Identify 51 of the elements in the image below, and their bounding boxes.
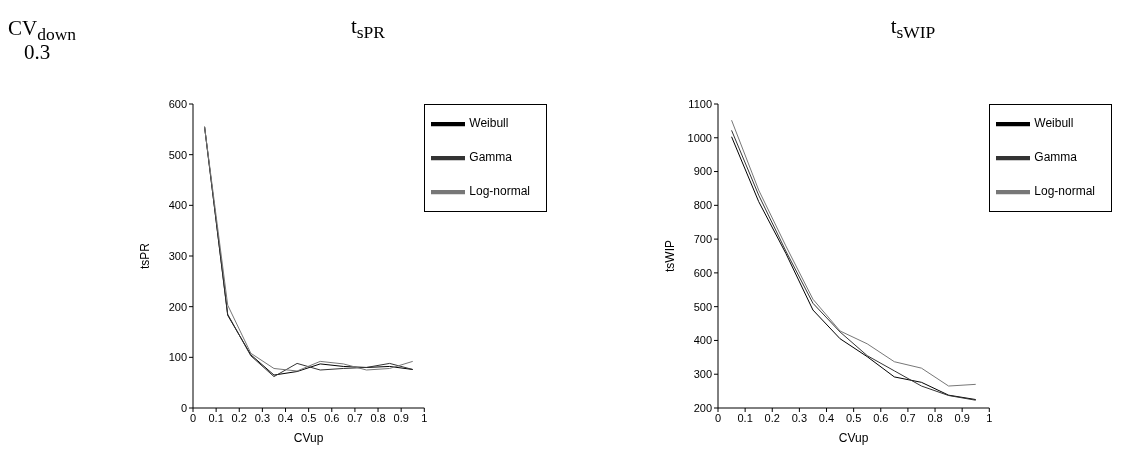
y-tick-label: 500 <box>168 148 187 161</box>
y-tick-label: 400 <box>693 334 712 347</box>
x-tick-label: 0.4 <box>818 411 835 424</box>
x-tick-label: 0 <box>189 411 197 424</box>
x-tick-label: 0.8 <box>370 411 386 424</box>
legend-label: Gamma <box>1034 150 1077 165</box>
legend-label: Log-normal <box>469 184 530 199</box>
x-tick-label: 0.2 <box>764 411 780 424</box>
x-tick-label: 0.2 <box>231 411 247 424</box>
x-tick-label: 0.5 <box>301 411 317 424</box>
legend-label: Weibull <box>469 116 509 131</box>
x-tick-label: 0.3 <box>791 411 808 424</box>
chart-title: t$_{sWIP}$ <box>889 14 937 44</box>
x-tick-label: 0.8 <box>927 411 943 424</box>
y-tick-label: 100 <box>168 351 187 364</box>
x-tick-label: 1 <box>986 411 993 424</box>
chart-title: t$_{sPR}$ <box>349 14 387 44</box>
legend-label: Gamma <box>469 150 512 165</box>
y-axis-title: tsPR <box>138 242 153 270</box>
y-tick-label: 800 <box>693 199 712 212</box>
x-tick-label: 0.6 <box>324 411 340 424</box>
x-axis-title: CVup <box>293 431 324 445</box>
y-tick-label: 400 <box>168 199 187 212</box>
x-tick-label: 0.1 <box>208 411 224 424</box>
y-tick-label: 1100 <box>688 97 712 110</box>
y-tick-label: 300 <box>168 249 187 262</box>
x-tick-label: 0.6 <box>873 411 889 424</box>
x-tick-label: 0 <box>714 411 722 424</box>
x-tick-label: 0.1 <box>737 411 753 424</box>
y-tick-label: 200 <box>168 300 187 313</box>
y-tick-label: 200 <box>693 401 712 414</box>
y-tick-label: 600 <box>168 97 187 110</box>
x-tick-label: 1 <box>421 411 428 424</box>
legend-label: Weibull <box>1034 116 1074 131</box>
x-tick-label: 0.3 <box>254 411 271 424</box>
x-axis-title: CVup <box>838 431 869 445</box>
y-axis-title: tsWIP <box>663 240 678 272</box>
y-tick-label: 0 <box>180 401 187 414</box>
x-tick-label: 0.4 <box>277 411 294 424</box>
y-tick-label: 300 <box>693 368 712 381</box>
x-tick-label: 0.7 <box>900 411 916 424</box>
x-tick-label: 0.5 <box>846 411 862 424</box>
y-tick-label: 1000 <box>687 131 712 144</box>
x-tick-label: 0.9 <box>954 411 970 424</box>
y-tick-label: 700 <box>693 233 712 246</box>
y-tick-label: 500 <box>693 300 712 313</box>
x-tick-label: 0.7 <box>347 411 363 424</box>
y-tick-label: 900 <box>693 165 712 178</box>
y-tick-label: 600 <box>693 266 712 279</box>
legend-label: Log-normal <box>1034 184 1095 199</box>
x-tick-label: 0.9 <box>393 411 409 424</box>
